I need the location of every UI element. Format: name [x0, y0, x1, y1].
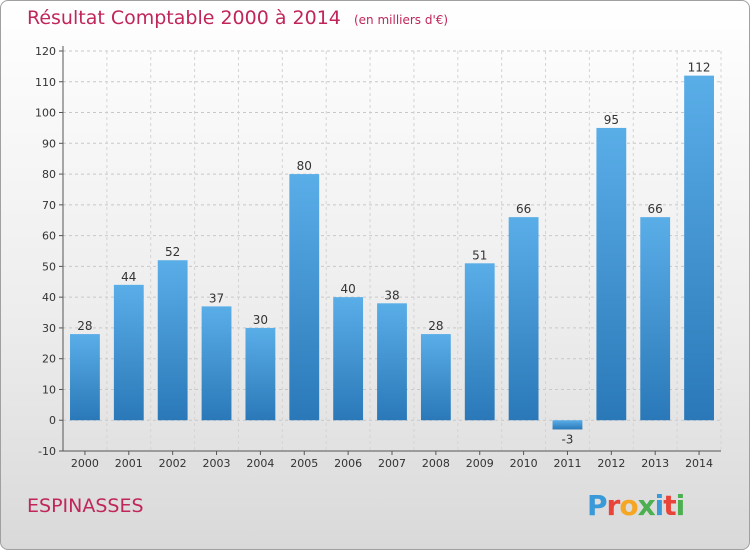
y-tick-label: 60 [42, 230, 56, 243]
x-tick-label: 2009 [466, 457, 494, 470]
y-tick-label: 100 [35, 107, 56, 120]
x-tick-label: 2001 [115, 457, 143, 470]
x-tick-label: 2013 [641, 457, 669, 470]
y-tick-label: 40 [42, 291, 56, 304]
proxiti-logo: Proxiti [587, 489, 686, 522]
y-tick-label: 90 [42, 137, 56, 150]
y-tick-label: 80 [42, 168, 56, 181]
data-label: 52 [165, 245, 180, 259]
logo-letter: r [606, 489, 621, 522]
y-tick-label: -10 [38, 445, 56, 458]
bar [377, 303, 407, 421]
bar [596, 127, 627, 421]
data-label: 38 [384, 288, 399, 302]
bar [157, 260, 188, 421]
bar [464, 263, 495, 421]
data-label: 30 [253, 313, 268, 327]
x-tick-label: 2012 [597, 457, 625, 470]
logo-letter: o [619, 489, 638, 522]
data-label: 95 [604, 113, 619, 127]
bar [508, 217, 539, 421]
y-tick-label: 120 [35, 45, 56, 58]
chart-subtitle: (en milliers d'€) [353, 13, 449, 27]
title-row: Résultat Comptable 2000 à 2014 (en milli… [27, 7, 448, 29]
x-tick-label: 2005 [290, 457, 318, 470]
data-label: 44 [121, 270, 136, 284]
x-tick-label: 2011 [553, 457, 581, 470]
tick-labels: -10 0 10 20 30 40 50 60 70 80 90 100 110 120 2000 2001 2… [35, 45, 713, 470]
y-tick-label: 30 [42, 322, 56, 335]
chart-title: Résultat Comptable 2000 à 2014 [27, 7, 341, 29]
bar [552, 420, 583, 430]
bar [113, 284, 144, 421]
x-tick-label: 2007 [378, 457, 406, 470]
y-tick-label: 50 [42, 260, 56, 273]
data-label: 80 [297, 159, 312, 173]
bar [684, 75, 714, 421]
x-tick-label: 2004 [246, 457, 274, 470]
x-tick-label: 2006 [334, 457, 362, 470]
logo-letter: i [654, 489, 665, 522]
data-label: 66 [516, 202, 531, 216]
data-label: 51 [472, 248, 487, 262]
x-tick-label: 2002 [159, 457, 187, 470]
y-tick-label: 20 [42, 353, 56, 366]
data-label: 112 [688, 61, 711, 75]
y-tick-label: 110 [35, 76, 56, 89]
y-tick-label: 10 [42, 383, 56, 396]
data-label: 66 [648, 202, 663, 216]
y-tick-label: 70 [42, 199, 56, 212]
axes [59, 46, 721, 455]
data-label: 40 [340, 282, 355, 296]
x-tick-label: 2000 [71, 457, 99, 470]
bar [640, 217, 671, 421]
x-tick-label: 2003 [203, 457, 231, 470]
logo-letter: i [675, 489, 686, 522]
bar [333, 297, 364, 421]
bar [420, 334, 451, 421]
bar [289, 174, 320, 421]
x-tick-label: 2008 [422, 457, 450, 470]
data-label: 28 [428, 319, 443, 333]
data-label: 37 [209, 291, 224, 305]
logo-letter: P [587, 489, 608, 522]
logo-letter: t [663, 489, 676, 522]
bar [201, 306, 232, 421]
x-tick-label: 2010 [510, 457, 538, 470]
bar [245, 327, 276, 421]
bars [70, 75, 714, 430]
logo-letter: x [637, 489, 656, 522]
data-label: 28 [77, 319, 92, 333]
bar [70, 334, 100, 421]
town-name: ESPINASSES [27, 495, 144, 517]
x-tick-label: 2014 [685, 457, 713, 470]
y-tick-label: 0 [49, 414, 56, 427]
data-label: -3 [561, 432, 573, 446]
data-labels: 28 44 52 37 30 80 40 38 28 51 66 -3 95 66 112 [77, 61, 710, 447]
